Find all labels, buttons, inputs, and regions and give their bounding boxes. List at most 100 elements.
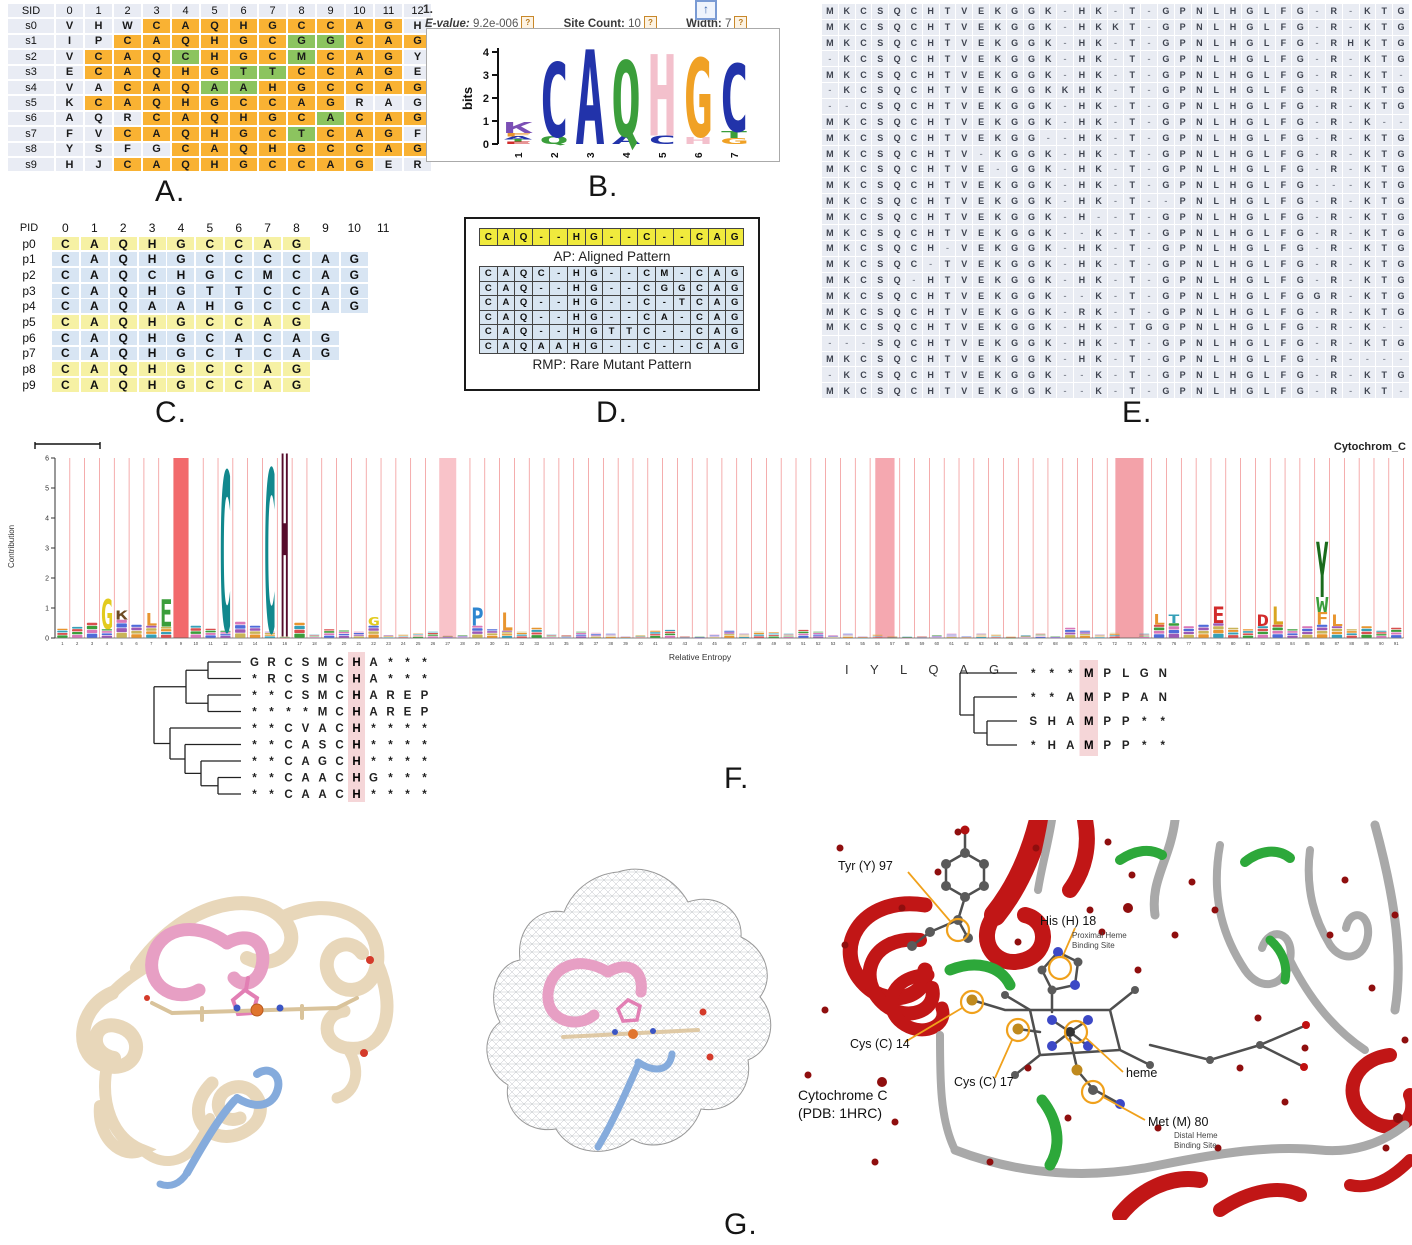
- tree-seq-letter: *: [269, 789, 274, 801]
- alignment-cell: H: [1225, 335, 1241, 351]
- alignment-cell: C: [855, 240, 872, 256]
- pattern-cell: C: [254, 331, 282, 345]
- alignment-cell: K: [838, 272, 855, 288]
- alignment-cell: S: [872, 209, 889, 225]
- alignment-cell: -: [905, 272, 922, 288]
- alignment-cell: -: [1107, 114, 1124, 130]
- x-tick-label: 35: [564, 641, 569, 646]
- pattern-cell: [370, 362, 397, 376]
- tree-sequences: * * * M P L G N* * A M P P A NS H A M P P * ** H A M P P * *: [1029, 660, 1167, 756]
- alignment-cell: S: [872, 240, 889, 256]
- scroll-top-arrow-button[interactable]: ↑: [695, 0, 717, 20]
- row-header: p2: [22, 267, 36, 282]
- residue-slice: [1242, 629, 1254, 631]
- pattern-cell: [341, 315, 368, 329]
- logo-letter: A: [503, 136, 533, 141]
- residue-slice: [146, 628, 157, 631]
- rmp-cell: A: [707, 295, 727, 311]
- alignment-cell: G: [1006, 193, 1023, 209]
- rmp-cell: -: [619, 309, 639, 325]
- alignment-cell: -: [1107, 304, 1124, 319]
- sequence-cell: C: [143, 19, 170, 33]
- alignment-cell: Q: [889, 130, 905, 146]
- alignment-cell: T: [939, 98, 956, 114]
- sequence-cell: A: [172, 19, 199, 33]
- alignment-cell: G: [1023, 98, 1040, 114]
- pattern-cell: G: [167, 362, 195, 376]
- alignment-cell: H: [1225, 4, 1241, 19]
- pattern-cell: A: [311, 299, 339, 313]
- alignment-cell: G: [1241, 304, 1258, 319]
- family-sequence-logo: Cytochrom_C Contribution Relative Entrop…: [7, 438, 1406, 666]
- rmp-cell: A: [531, 338, 551, 354]
- pattern-cell: [370, 237, 397, 251]
- alignment-cell: H: [1225, 272, 1241, 288]
- residue-slice: [753, 634, 765, 636]
- alignment-cell: G: [1393, 288, 1409, 304]
- residue-slice: [531, 632, 542, 635]
- alignment-cell: N: [1191, 367, 1208, 383]
- x-tick-label: 52: [816, 641, 821, 646]
- tree-seq-letter: C: [335, 690, 343, 702]
- alignment-cell: K: [989, 82, 1006, 98]
- rmp-cell: G: [725, 324, 744, 340]
- pattern-cell: C: [254, 299, 282, 313]
- alignment-cell: K: [989, 193, 1006, 209]
- alignment-cell: E: [973, 383, 989, 398]
- residue-slice: [323, 635, 335, 638]
- x-tick-label: 60: [934, 641, 939, 646]
- sequence-cell: V: [56, 80, 83, 95]
- alignment-cell: T: [1124, 161, 1141, 177]
- y-tick-label: 1: [45, 606, 49, 613]
- alignment-cell: T: [1376, 304, 1393, 319]
- alignment-cell: G: [1393, 225, 1409, 240]
- rmp-cell: -: [549, 295, 569, 311]
- pattern-cell: [341, 331, 368, 345]
- tree-seq-letter: A: [318, 723, 326, 735]
- residue-slice: [516, 636, 528, 638]
- his-label: His (H) 18: [1040, 914, 1096, 928]
- alignment-cell: G: [1006, 288, 1023, 304]
- x-tick-label: 40: [638, 641, 643, 646]
- alignment-cell: G: [1292, 98, 1309, 114]
- alignment-cell: G: [1292, 288, 1309, 304]
- pattern-cell: A: [311, 284, 339, 298]
- tree-seq-letter: *: [405, 773, 410, 785]
- x-tick-label: 78: [1201, 641, 1206, 646]
- alignment-cell: R: [1325, 4, 1342, 19]
- alignment-cell: -: [1141, 114, 1157, 130]
- residue-slice: [738, 634, 750, 636]
- alignment-cell: -: [1073, 367, 1090, 383]
- alignment-cell: Q: [889, 319, 905, 335]
- help-icon[interactable]: ?: [734, 16, 748, 29]
- residue-slice: [160, 634, 172, 638]
- alignment-cell: M: [822, 225, 838, 240]
- alignment-cell: K: [1090, 51, 1107, 67]
- alignment-cell: M: [822, 19, 838, 35]
- alignment-cell: K: [838, 67, 855, 82]
- alignment-cell: R: [1325, 98, 1342, 114]
- tree-seq-letter: P: [1122, 692, 1130, 704]
- alignment-cell: L: [1208, 82, 1225, 98]
- residue-slice: [1198, 630, 1209, 634]
- alignment-cell: H: [1073, 177, 1090, 193]
- alignment-cell: P: [1174, 82, 1191, 98]
- table-corner: PID: [19, 221, 39, 234]
- residue-slice: [486, 635, 498, 638]
- residue-slice: [798, 631, 809, 634]
- alignment-cell: T: [1376, 19, 1393, 35]
- position-number: 5: [658, 152, 669, 158]
- residue-slice: [1139, 634, 1150, 636]
- alignment-cell: H: [922, 351, 939, 367]
- sequence-cell: E: [404, 65, 431, 79]
- alignment-cell: K: [1090, 130, 1107, 146]
- alignment-cell: L: [1208, 272, 1225, 288]
- sequence-cell: A: [346, 19, 373, 33]
- y-tick-label: 0: [45, 636, 49, 643]
- pattern-cell: G: [196, 268, 224, 282]
- alignment-cell: -: [1141, 98, 1157, 114]
- residue-slice: [1183, 626, 1194, 629]
- alignment-cell: S: [872, 272, 889, 288]
